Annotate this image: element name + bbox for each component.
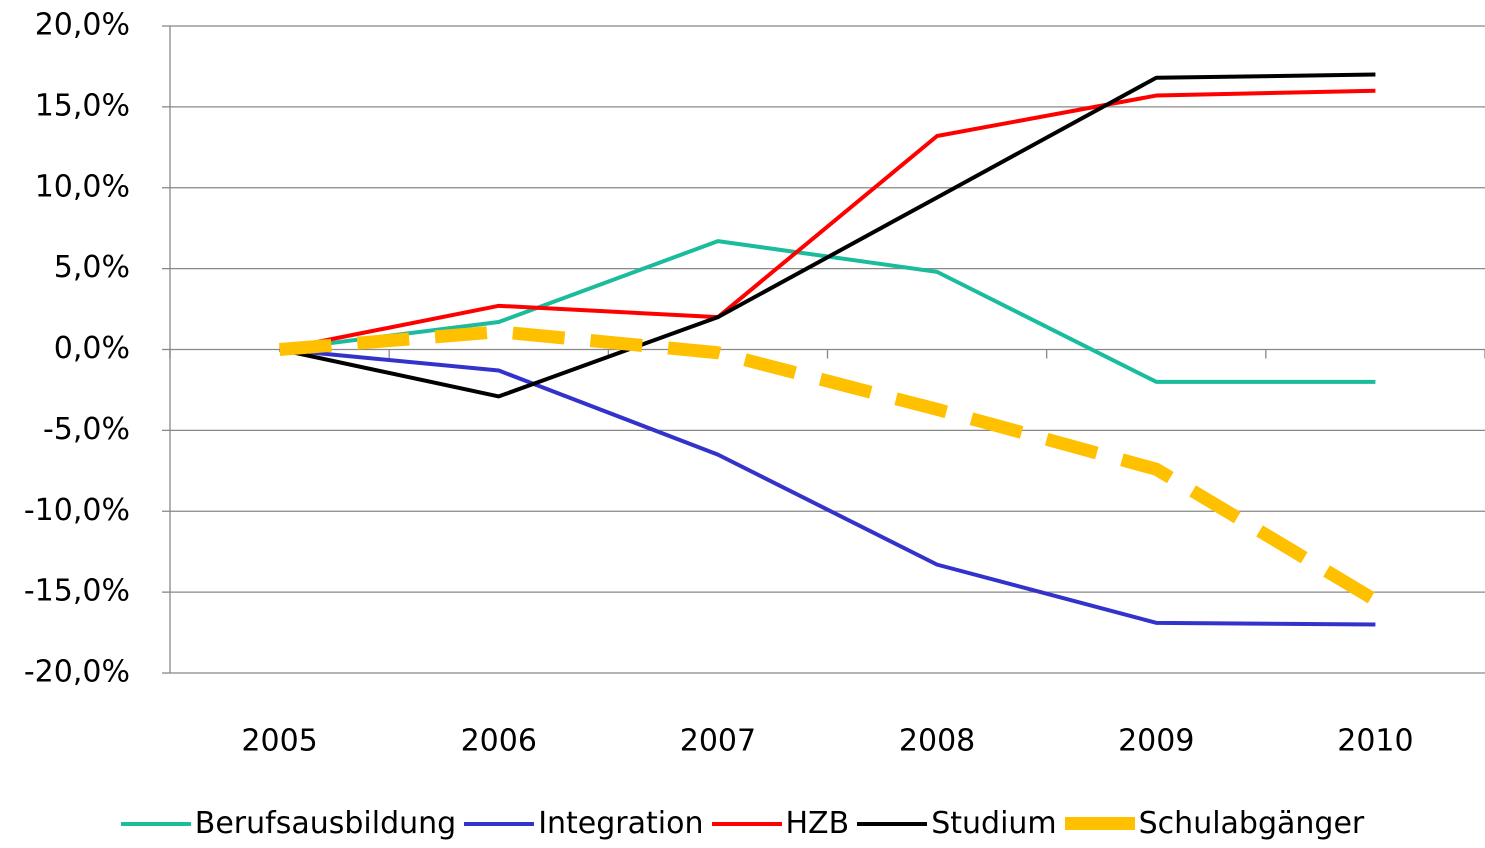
legend-item: Berufsausbildung bbox=[120, 806, 457, 841]
legend-swatch bbox=[1064, 817, 1135, 830]
y-tick-label: -15,0% bbox=[24, 574, 130, 609]
x-tick-label: 2010 bbox=[1337, 724, 1413, 759]
series-line bbox=[279, 325, 1379, 606]
y-tick-label: 20,0% bbox=[35, 8, 130, 43]
y-tick-label: 15,0% bbox=[35, 88, 130, 123]
series-line bbox=[279, 88, 1376, 352]
legend: Berufsausbildung Integration HZB Studium Sch… bbox=[0, 806, 1485, 841]
x-tick-label: 2006 bbox=[461, 724, 537, 759]
legend-item: Schulabgänger bbox=[1064, 806, 1365, 841]
legend-swatch bbox=[464, 821, 535, 826]
legend-swatch bbox=[711, 821, 782, 826]
legend-item: HZB bbox=[711, 806, 850, 841]
x-tick-label: 2007 bbox=[680, 724, 756, 759]
chart: -20,0% -15,0% -10,0% -5,0% 0,0% 5,0% 10,0% 15,0… bbox=[24, 8, 1485, 759]
y-tick-label: -5,0% bbox=[43, 412, 130, 447]
legend-item: Studium bbox=[857, 806, 1057, 841]
legend-label: Berufsausbildung bbox=[194, 806, 457, 841]
y-tick-label: 5,0% bbox=[54, 250, 130, 285]
legend-item: Integration bbox=[464, 806, 704, 841]
legend-swatch bbox=[120, 821, 191, 826]
y-tick-label: 0,0% bbox=[54, 331, 130, 366]
x-tick-label: 2009 bbox=[1118, 724, 1194, 759]
series-line bbox=[279, 72, 1376, 399]
series-line bbox=[279, 347, 1376, 627]
y-tick-label: -20,0% bbox=[24, 655, 130, 690]
legend-label: Integration bbox=[538, 806, 704, 841]
legend-label: Studium bbox=[931, 806, 1057, 841]
x-tick-label: 2008 bbox=[899, 724, 975, 759]
legend-label: Schulabgänger bbox=[1138, 806, 1365, 841]
y-tick-label: -10,0% bbox=[24, 493, 130, 528]
legend-label: HZB bbox=[785, 806, 850, 841]
x-tick-label: 2005 bbox=[241, 724, 317, 759]
legend-swatch bbox=[857, 821, 928, 826]
series-line bbox=[279, 239, 1376, 384]
y-tick-label: 10,0% bbox=[35, 169, 130, 204]
